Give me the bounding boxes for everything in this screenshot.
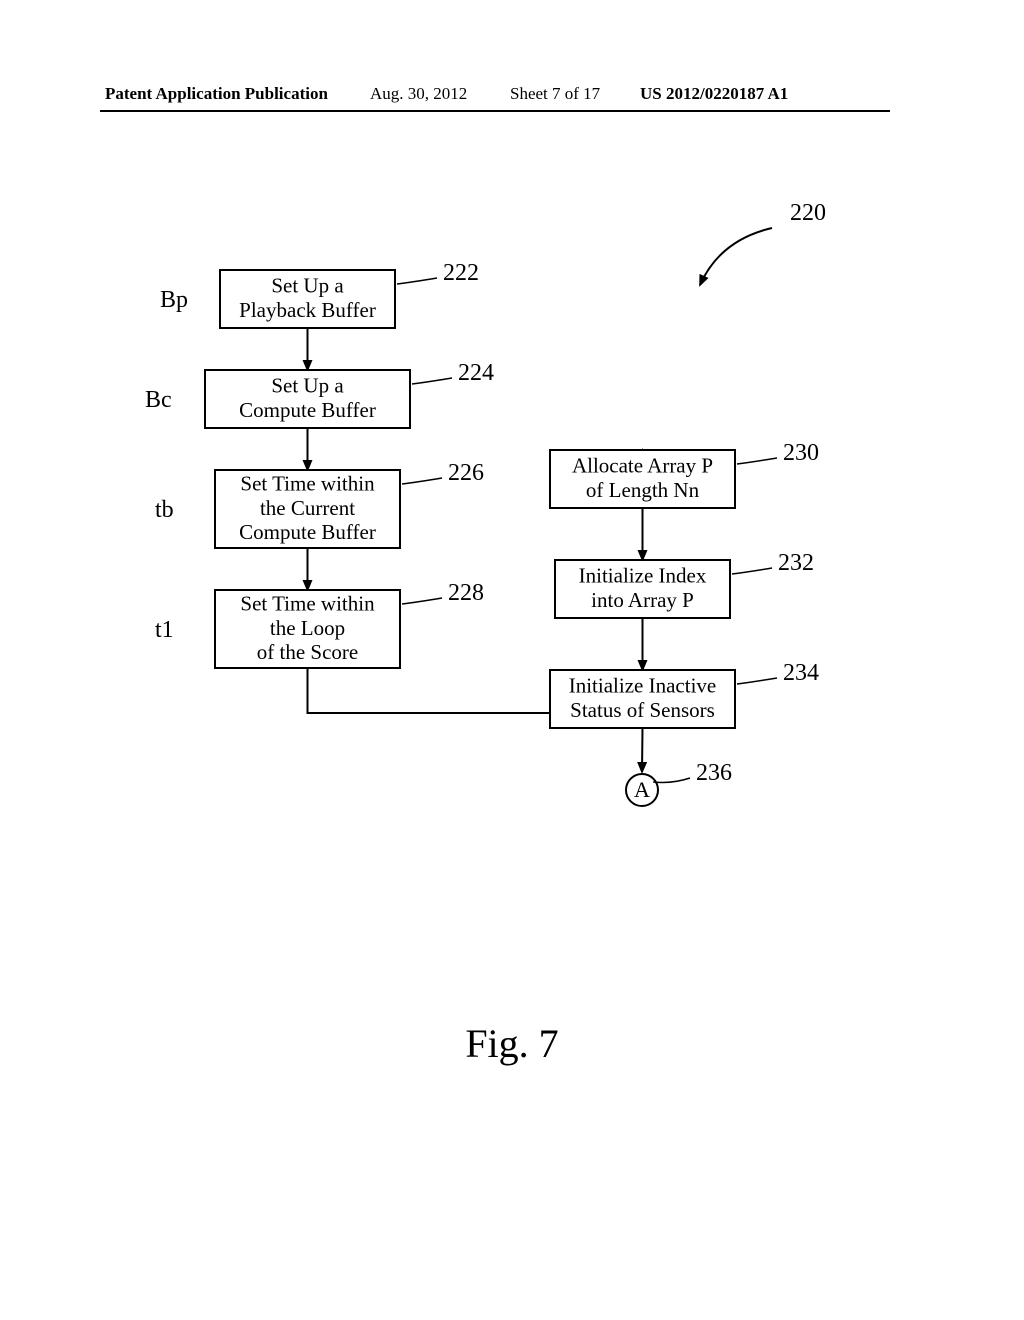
svg-text:of the Score: of the Score — [257, 640, 358, 664]
svg-text:Compute Buffer: Compute Buffer — [239, 520, 376, 544]
header-date: Aug. 30, 2012 — [370, 84, 467, 104]
svg-text:Bp: Bp — [160, 287, 188, 313]
svg-text:Compute Buffer: Compute Buffer — [239, 398, 376, 422]
svg-text:A: A — [634, 777, 650, 802]
flow-box-222: Set Up aPlayback Buffer 222 Bp — [160, 260, 479, 328]
svg-text:Set Time within: Set Time within — [240, 472, 375, 496]
flow-box-234: Initialize InactiveStatus of Sensors 234 — [550, 660, 819, 728]
svg-text:the Loop: the Loop — [270, 616, 345, 640]
svg-text:Initialize Index: Initialize Index — [579, 564, 707, 588]
flow-box-226: Set Time withinthe CurrentCompute Buffer… — [155, 460, 484, 548]
svg-text:226: 226 — [448, 460, 484, 486]
svg-text:220: 220 — [790, 200, 826, 226]
svg-text:Status of Sensors: Status of Sensors — [570, 698, 715, 722]
header-rule — [100, 110, 890, 112]
header-publication: Patent Application Publication — [105, 84, 328, 104]
svg-text:228: 228 — [448, 580, 484, 606]
svg-text:tb: tb — [155, 497, 174, 523]
flow-box-224: Set Up aCompute Buffer 224 Bc — [145, 360, 494, 428]
header-pubno: US 2012/0220187 A1 — [640, 84, 788, 104]
svg-text:224: 224 — [458, 360, 494, 386]
svg-text:Playback Buffer: Playback Buffer — [239, 298, 376, 322]
svg-text:222: 222 — [443, 260, 479, 286]
header-sheet: Sheet 7 of 17 — [510, 84, 600, 104]
svg-text:232: 232 — [778, 550, 814, 576]
svg-text:the Current: the Current — [260, 496, 355, 520]
page: Patent Application Publication Aug. 30, … — [0, 0, 1024, 1320]
flow-box-228: Set Time withinthe Loopof the Score 228 t1 — [155, 580, 484, 668]
svg-text:t1: t1 — [155, 617, 174, 643]
figure-caption: Fig. 7 — [0, 1020, 1024, 1067]
svg-text:Set Up a: Set Up a — [271, 374, 344, 398]
svg-text:Bc: Bc — [145, 387, 172, 413]
svg-text:Allocate Array P: Allocate Array P — [572, 454, 713, 478]
svg-text:into Array P: into Array P — [591, 588, 694, 612]
flow-box-232: Initialize Indexinto Array P 232 — [555, 550, 814, 618]
svg-text:Initialize Inactive: Initialize Inactive — [569, 674, 717, 698]
svg-text:of Length Nn: of Length Nn — [586, 478, 700, 502]
svg-text:236: 236 — [696, 760, 732, 786]
svg-text:Set Up a: Set Up a — [271, 274, 344, 298]
flowchart-svg: 220Set Up aPlayback Buffer222BpSet Up aC… — [0, 190, 1024, 910]
flowchart-figure: 220Set Up aPlayback Buffer222BpSet Up aC… — [0, 190, 1024, 1090]
flow-box-230: Allocate Array Pof Length Nn 230 — [550, 440, 819, 508]
svg-text:234: 234 — [783, 660, 819, 686]
svg-text:230: 230 — [783, 440, 819, 466]
svg-text:Set Time within: Set Time within — [240, 592, 375, 616]
